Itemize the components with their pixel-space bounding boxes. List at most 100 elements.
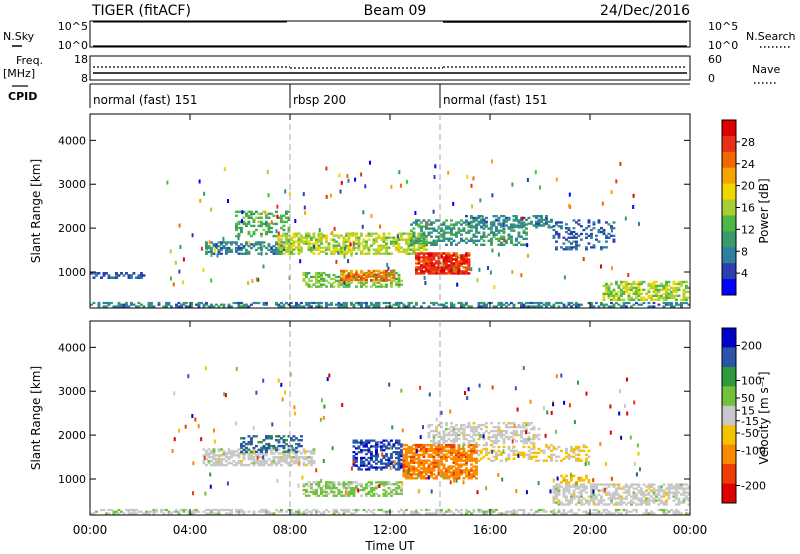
heatmap-cell [610,298,613,301]
heatmap-cell [372,460,376,463]
heatmap-cell [652,512,656,515]
heatmap-cell [347,275,351,278]
heatmap-cell [235,214,238,217]
heatmap-cell [395,490,398,494]
heatmap-cell [507,457,511,460]
heatmap-cell [212,245,216,248]
heatmap-cell [242,305,246,308]
heatmap-cell [250,243,253,246]
heatmap-cell [365,279,368,282]
heatmap-cell [452,441,456,445]
heatmap-cell [265,460,268,463]
heatmap-cell [288,191,291,196]
heatmap-cell [377,250,381,253]
heatmap-cell [331,231,334,235]
heatmap-cell [580,483,583,486]
heatmap-cell [590,234,593,237]
colorbar-swatch [722,215,736,232]
heatmap-cell [482,510,486,513]
heatmap-cell [302,448,306,451]
heatmap-cell [397,456,401,460]
heatmap-cell [590,303,593,306]
heatmap-cell [252,510,256,513]
heatmap-cell [522,229,526,232]
heatmap-cell [402,457,406,460]
heatmap-cell [460,459,463,462]
heatmap-cell [387,273,391,276]
heatmap-cell [360,451,363,454]
heatmap-cell [360,449,363,452]
heatmap-cell [677,288,681,292]
heatmap-cell [446,452,449,457]
heatmap-cell [615,301,618,305]
heatmap-cell [185,508,188,512]
heatmap-cell [387,492,391,495]
heatmap-cell [390,252,393,255]
heatmap-cell [535,305,538,308]
heatmap-cell [267,245,271,248]
heatmap-cell [457,449,461,453]
heatmap-cell [377,234,381,237]
heatmap-cell [467,422,471,425]
heatmap-cell [432,268,436,271]
heatmap-cell [305,458,308,461]
heatmap-cell [497,222,501,225]
heatmap-cell [675,298,678,301]
heatmap-cell [203,455,206,460]
heatmap-cell [587,479,591,482]
heatmap-cell [667,487,671,490]
colorbar-swatch [722,120,736,137]
heatmap-cell [675,495,678,498]
heatmap-cell [500,433,503,437]
heatmap-cell [435,219,438,222]
heatmap-cell [507,422,511,425]
heatmap-cell [390,279,393,282]
heatmap-cell [260,232,263,236]
heatmap-cell [414,211,417,215]
heatmap-cell [500,453,503,456]
heatmap-cell [585,487,588,490]
heatmap-cell [460,305,463,308]
heatmap-cell [260,508,263,512]
heatmap-cell [472,241,476,244]
heatmap-cell [290,242,293,245]
heatmap-cell [380,238,383,241]
heatmap-cell [452,437,456,441]
heatmap-cell [315,301,318,305]
heatmap-cell [312,450,316,453]
heatmap-cell [347,494,351,497]
heatmap-cell [500,225,503,228]
heatmap-cell [430,473,433,476]
heatmap-cell [355,252,358,255]
heatmap-cell [350,483,353,486]
heatmap-cell [467,423,471,427]
heatmap-cell [612,491,616,494]
heatmap-cell [280,242,283,245]
heatmap-cell [600,495,603,498]
heatmap-cell [287,435,291,438]
heatmap-cell [427,512,431,515]
heatmap-cell [637,303,641,306]
heatmap-cell [572,497,576,500]
heatmap-cell [670,286,673,290]
heatmap-cell [320,236,323,239]
heatmap-cell [527,431,531,435]
heatmap-cell [405,250,408,253]
heatmap-cell [470,467,473,470]
heatmap-cell [435,229,438,232]
heatmap-cell [325,303,328,306]
heatmap-cell [432,435,436,439]
heatmap-cell [425,262,428,265]
heatmap-cell [252,450,256,453]
heatmap-cell [472,235,476,238]
heatmap-cell [340,494,343,497]
heatmap-cell [213,428,215,433]
heatmap-cell [497,427,501,431]
heatmap-cell [460,237,463,240]
heatmap-cell [575,459,578,462]
heatmap-cell [455,243,458,246]
heatmap-cell [587,499,591,502]
heatmap-cell [282,252,286,255]
heatmap-cell [250,303,253,306]
heatmap-cell [500,431,503,435]
